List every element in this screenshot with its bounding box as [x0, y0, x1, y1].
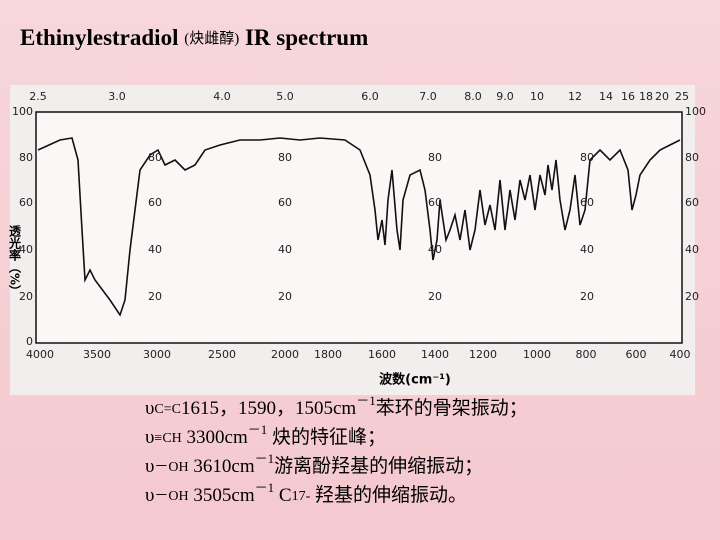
bottom-tick-label: 1400 [421, 348, 449, 361]
note-text: 3505cm [189, 485, 255, 506]
inner-tick-label: 40 [278, 243, 292, 256]
note-text: 羟基的伸缩振动。 [310, 484, 467, 506]
right-tick-label: 20 [685, 290, 699, 303]
subscript: C=C [154, 402, 181, 417]
bottom-tick-label: 1800 [314, 348, 342, 361]
y-label: 透光率（%） [8, 225, 22, 297]
inner-tick-label: 20 [580, 290, 594, 303]
top-tick-label: 16 [621, 90, 635, 103]
x-label: 波数(cm⁻¹) [379, 372, 451, 388]
right-tick-label: 40 [685, 243, 699, 256]
note-line: υC=C1615，1590，1505cm－1苯环的骨架振动； [145, 393, 528, 419]
top-tick-label: 12 [568, 90, 582, 103]
bottom-tick-label: 400 [670, 348, 691, 361]
inner-tick-label: 20 [428, 290, 442, 303]
top-tick-label: 25 [675, 90, 689, 103]
bottom-tick-label: 1600 [368, 348, 396, 361]
bottom-tick-label: 800 [576, 348, 597, 361]
title: Ethinylestradiol (炔雌醇) IR spectrum [20, 25, 368, 50]
inner-tick-label: 80 [428, 151, 442, 164]
top-tick-label: 7.0 [419, 90, 437, 103]
inner-tick-label: 40 [580, 243, 594, 256]
bottom-tick-label: 3000 [143, 348, 171, 361]
top-tick-label: 2.5 [29, 90, 47, 103]
bottom-tick-label: 4000 [26, 348, 54, 361]
inner-tick-label: 40 [428, 243, 442, 256]
note-text: 3300cm [182, 427, 248, 448]
top-tick-label: 4.0 [213, 90, 231, 103]
right-tick-label: 80 [685, 151, 699, 164]
right-tick-label: 60 [685, 196, 699, 209]
note-line: υ≡CH 3300cm－1 炔的特征峰； [145, 422, 386, 448]
inner-tick-label: 20 [148, 290, 162, 303]
superscript: －1 [248, 422, 268, 437]
note-text: 苯环的骨架振动； [376, 397, 528, 419]
top-tick-label: 5.0 [276, 90, 294, 103]
note-text: υ [145, 398, 154, 419]
inner-tick-label: 20 [278, 290, 292, 303]
top-tick-label: 9.0 [496, 90, 514, 103]
subscript: －OH [154, 489, 188, 504]
subscript: 17- [292, 489, 311, 504]
note-text: υ [145, 485, 154, 506]
left-tick-label: 80 [19, 151, 33, 164]
bottom-tick-label: 3500 [83, 348, 111, 361]
title-cn: (炔雌醇) [184, 30, 239, 47]
superscript: －1 [255, 451, 275, 466]
bottom-tick-label: 2500 [208, 348, 236, 361]
inner-tick-label: 60 [428, 196, 442, 209]
inner-tick-label: 60 [148, 196, 162, 209]
inner-tick-label: 80 [148, 151, 162, 164]
bottom-tick-label: 1000 [523, 348, 551, 361]
note-text: υ [145, 456, 154, 477]
superscript: －1 [356, 393, 376, 408]
note-text: 3610cm [189, 456, 255, 477]
left-tick-label: 100 [12, 105, 33, 118]
note-text: 游离酚羟基的伸缩振动； [274, 455, 483, 477]
spectrum-curve [37, 137, 681, 317]
right-tick-label: 100 [685, 105, 706, 118]
note-line: υ－OH 3610cm－1游离酚羟基的伸缩振动； [145, 451, 483, 477]
title-end: IR spectrum [245, 25, 368, 50]
left-tick-label: 60 [19, 196, 33, 209]
top-tick-label: 10 [530, 90, 544, 103]
bottom-tick-label: 2000 [271, 348, 299, 361]
bottom-tick-label: 600 [626, 348, 647, 361]
title-main: Ethinylestradiol [20, 25, 178, 50]
inner-tick-label: 40 [148, 243, 162, 256]
subscript: －OH [154, 460, 188, 475]
note-text: 1615，1590，1505cm [181, 398, 356, 419]
inner-tick-label: 80 [278, 151, 292, 164]
top-tick-label: 18 [639, 90, 653, 103]
inner-tick-label: 80 [580, 151, 594, 164]
note-line: υ－OH 3505cm－1 C17- 羟基的伸缩振动。 [145, 480, 467, 506]
note-text: C [274, 485, 291, 506]
left-tick-label: 40 [19, 243, 33, 256]
top-tick-label: 3.0 [108, 90, 126, 103]
inner-tick-label: 60 [580, 196, 594, 209]
spectrum-frame [35, 111, 683, 344]
bottom-tick-label: 1200 [469, 348, 497, 361]
left-tick-label: 20 [19, 290, 33, 303]
top-tick-label: 8.0 [464, 90, 482, 103]
top-tick-label: 6.0 [361, 90, 379, 103]
note-text: 炔的特征峰； [267, 426, 386, 448]
top-tick-label: 20 [655, 90, 669, 103]
note-text: υ [145, 427, 154, 448]
subscript: ≡CH [154, 431, 181, 446]
left-tick-label: 0 [26, 335, 33, 348]
inner-tick-label: 60 [278, 196, 292, 209]
top-tick-label: 14 [599, 90, 613, 103]
superscript: －1 [255, 480, 275, 495]
